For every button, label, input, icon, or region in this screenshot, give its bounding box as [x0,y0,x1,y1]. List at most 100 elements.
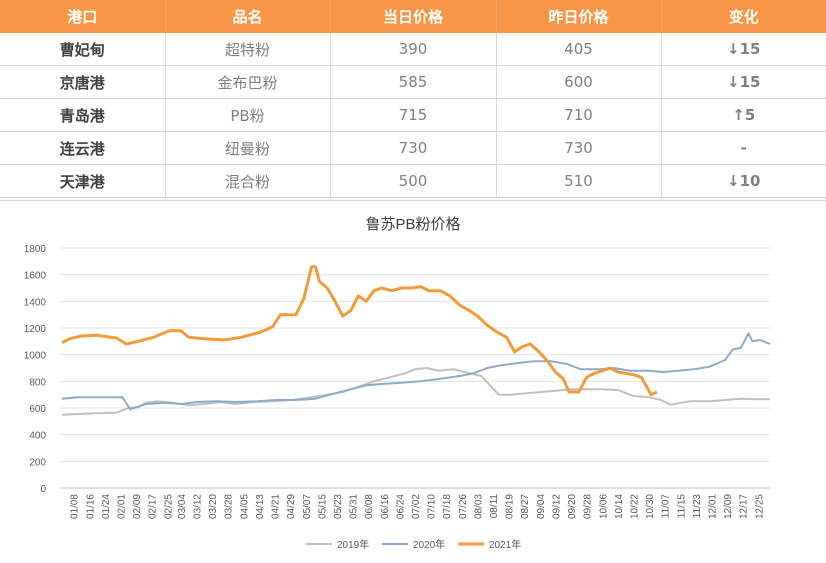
legend-label: 2021年 [489,538,521,551]
product-name: 超特粉 [165,33,331,66]
change-value: 15 [739,40,761,58]
table-row: 京唐港 金布巴粉 585 600 ↓15 [0,65,826,99]
x-tick-label: 11/23 [692,494,703,519]
series-line-2020年 [61,332,771,411]
price-change: ↑5 [661,98,826,132]
change-value: - [740,139,747,157]
y-tick-label: 1400 [24,297,47,308]
price-chart: 鲁苏PB粉价格 0 200 400 600 800 1000 1200 1400 1600 180… [0,200,826,563]
x-tick-label: 07/26 [458,494,469,519]
header-change: 变化 [661,0,826,33]
y-tick-label: 1600 [24,271,47,282]
y-tick-label: 200 [29,457,46,468]
x-tick-label: 05/07 [302,494,313,519]
change-value: 10 [739,172,761,190]
price-change: ↓15 [661,33,826,66]
yesterday-price: 730 [496,131,662,165]
table-row: 连云港 纽曼粉 730 730 - [0,131,826,165]
table-header-row: 港口 品名 当日价格 昨日价格 变化 [0,0,826,33]
x-tick-label: 11/15 [676,494,687,519]
yesterday-price: 510 [496,164,662,198]
x-tick-label: 06/24 [395,494,406,519]
x-tick-label: 03/28 [224,494,235,519]
x-tick-label: 09/04 [536,494,547,519]
product-name: PB粉 [165,98,331,132]
y-tick-label: 1800 [24,244,47,255]
yesterday-price: 600 [496,65,662,99]
today-price: 500 [330,164,497,198]
y-tick-label: 600 [29,404,46,415]
price-change: ↓15 [661,65,826,99]
price-change: ↓10 [661,164,826,198]
port-name: 京唐港 [0,65,166,99]
port-name: 曹妃甸 [0,33,166,66]
x-tick-label: 03/04 [177,494,188,519]
x-tick-label: 04/05 [239,494,250,519]
legend-label: 2019年 [337,538,369,551]
x-tick-label: 05/15 [317,494,328,519]
x-tick-label: 02/09 [132,494,143,519]
today-price: 715 [330,98,497,132]
port-price-table: 港口 品名 当日价格 昨日价格 变化 曹妃甸 超特粉 390 405 ↓15 京… [0,0,826,198]
x-tick-label: 02/01 [116,494,127,519]
today-price: 730 [330,131,497,165]
today-price: 390 [330,33,497,66]
table-row: 天津港 混合粉 500 510 ↓10 [0,164,826,198]
y-tick-label: 0 [40,484,46,495]
x-tick-label: 04/13 [255,494,266,519]
x-tick-label: 09/20 [567,494,578,519]
port-name: 天津港 [0,164,166,198]
x-tick-label: 07/02 [411,494,422,519]
table-row: 曹妃甸 超特粉 390 405 ↓15 [0,33,826,66]
x-tick-label: 11/07 [661,494,672,519]
x-tick-label: 09/28 [583,494,594,519]
chart-title: 鲁苏PB粉价格 [365,216,460,233]
x-tick-label: 02/25 [163,494,174,519]
x-tick-label: 08/27 [520,494,531,519]
x-tick-label: 06/16 [380,494,391,519]
y-tick-label: 400 [29,431,46,442]
yesterday-price: 405 [496,33,662,66]
series-line-2021年 [61,265,658,397]
port-name: 连云港 [0,131,166,165]
x-tick-label: 05/23 [333,494,344,519]
port-name: 青岛港 [0,98,166,132]
header-port: 港口 [0,0,166,33]
product-name: 金布巴粉 [165,65,331,99]
y-tick-label: 1000 [24,351,47,362]
legend-label: 2020年 [413,538,445,551]
header-today-price: 当日价格 [330,0,497,33]
x-tick-label: 02/17 [148,494,159,519]
x-tick-label: 05/31 [349,494,360,519]
arrow-up-icon: ↑ [732,106,745,124]
x-tick-label: 01/16 [85,494,96,519]
today-price: 585 [330,65,497,99]
x-tick-label: 08/19 [505,494,516,519]
x-tick-label: 10/14 [614,494,625,519]
product-name: 纽曼粉 [165,131,331,165]
x-tick-label: 09/12 [551,494,562,519]
x-tick-label: 10/06 [598,494,609,519]
y-tick-label: 800 [29,377,46,388]
yesterday-price: 710 [496,98,662,132]
x-tick-label: 07/18 [442,494,453,519]
x-tick-label: 12/01 [707,494,718,519]
x-tick-label: 08/11 [489,494,500,519]
arrow-down-icon: ↓ [727,73,740,91]
x-tick-label: 12/17 [739,494,750,519]
change-value: 15 [739,73,761,91]
arrow-down-icon: ↓ [727,172,740,190]
x-tick-label: 03/12 [193,494,204,519]
x-tick-label: 04/21 [271,494,282,519]
product-name: 混合粉 [165,164,331,198]
price-chart-svg: 鲁苏PB粉价格 0 200 400 600 800 1000 1200 1400 1600 180… [24,216,771,551]
x-tick-label: 12/09 [723,494,734,519]
header-product: 品名 [165,0,331,33]
x-tick-label: 03/20 [208,494,219,519]
x-tick-label: 06/08 [364,494,375,519]
x-tick-label: 01/24 [101,494,112,519]
x-tick-label: 12/25 [754,494,765,519]
x-tick-label: 04/29 [286,494,297,519]
x-tick-label: 10/30 [645,494,656,519]
y-tick-label: 1200 [24,324,47,335]
